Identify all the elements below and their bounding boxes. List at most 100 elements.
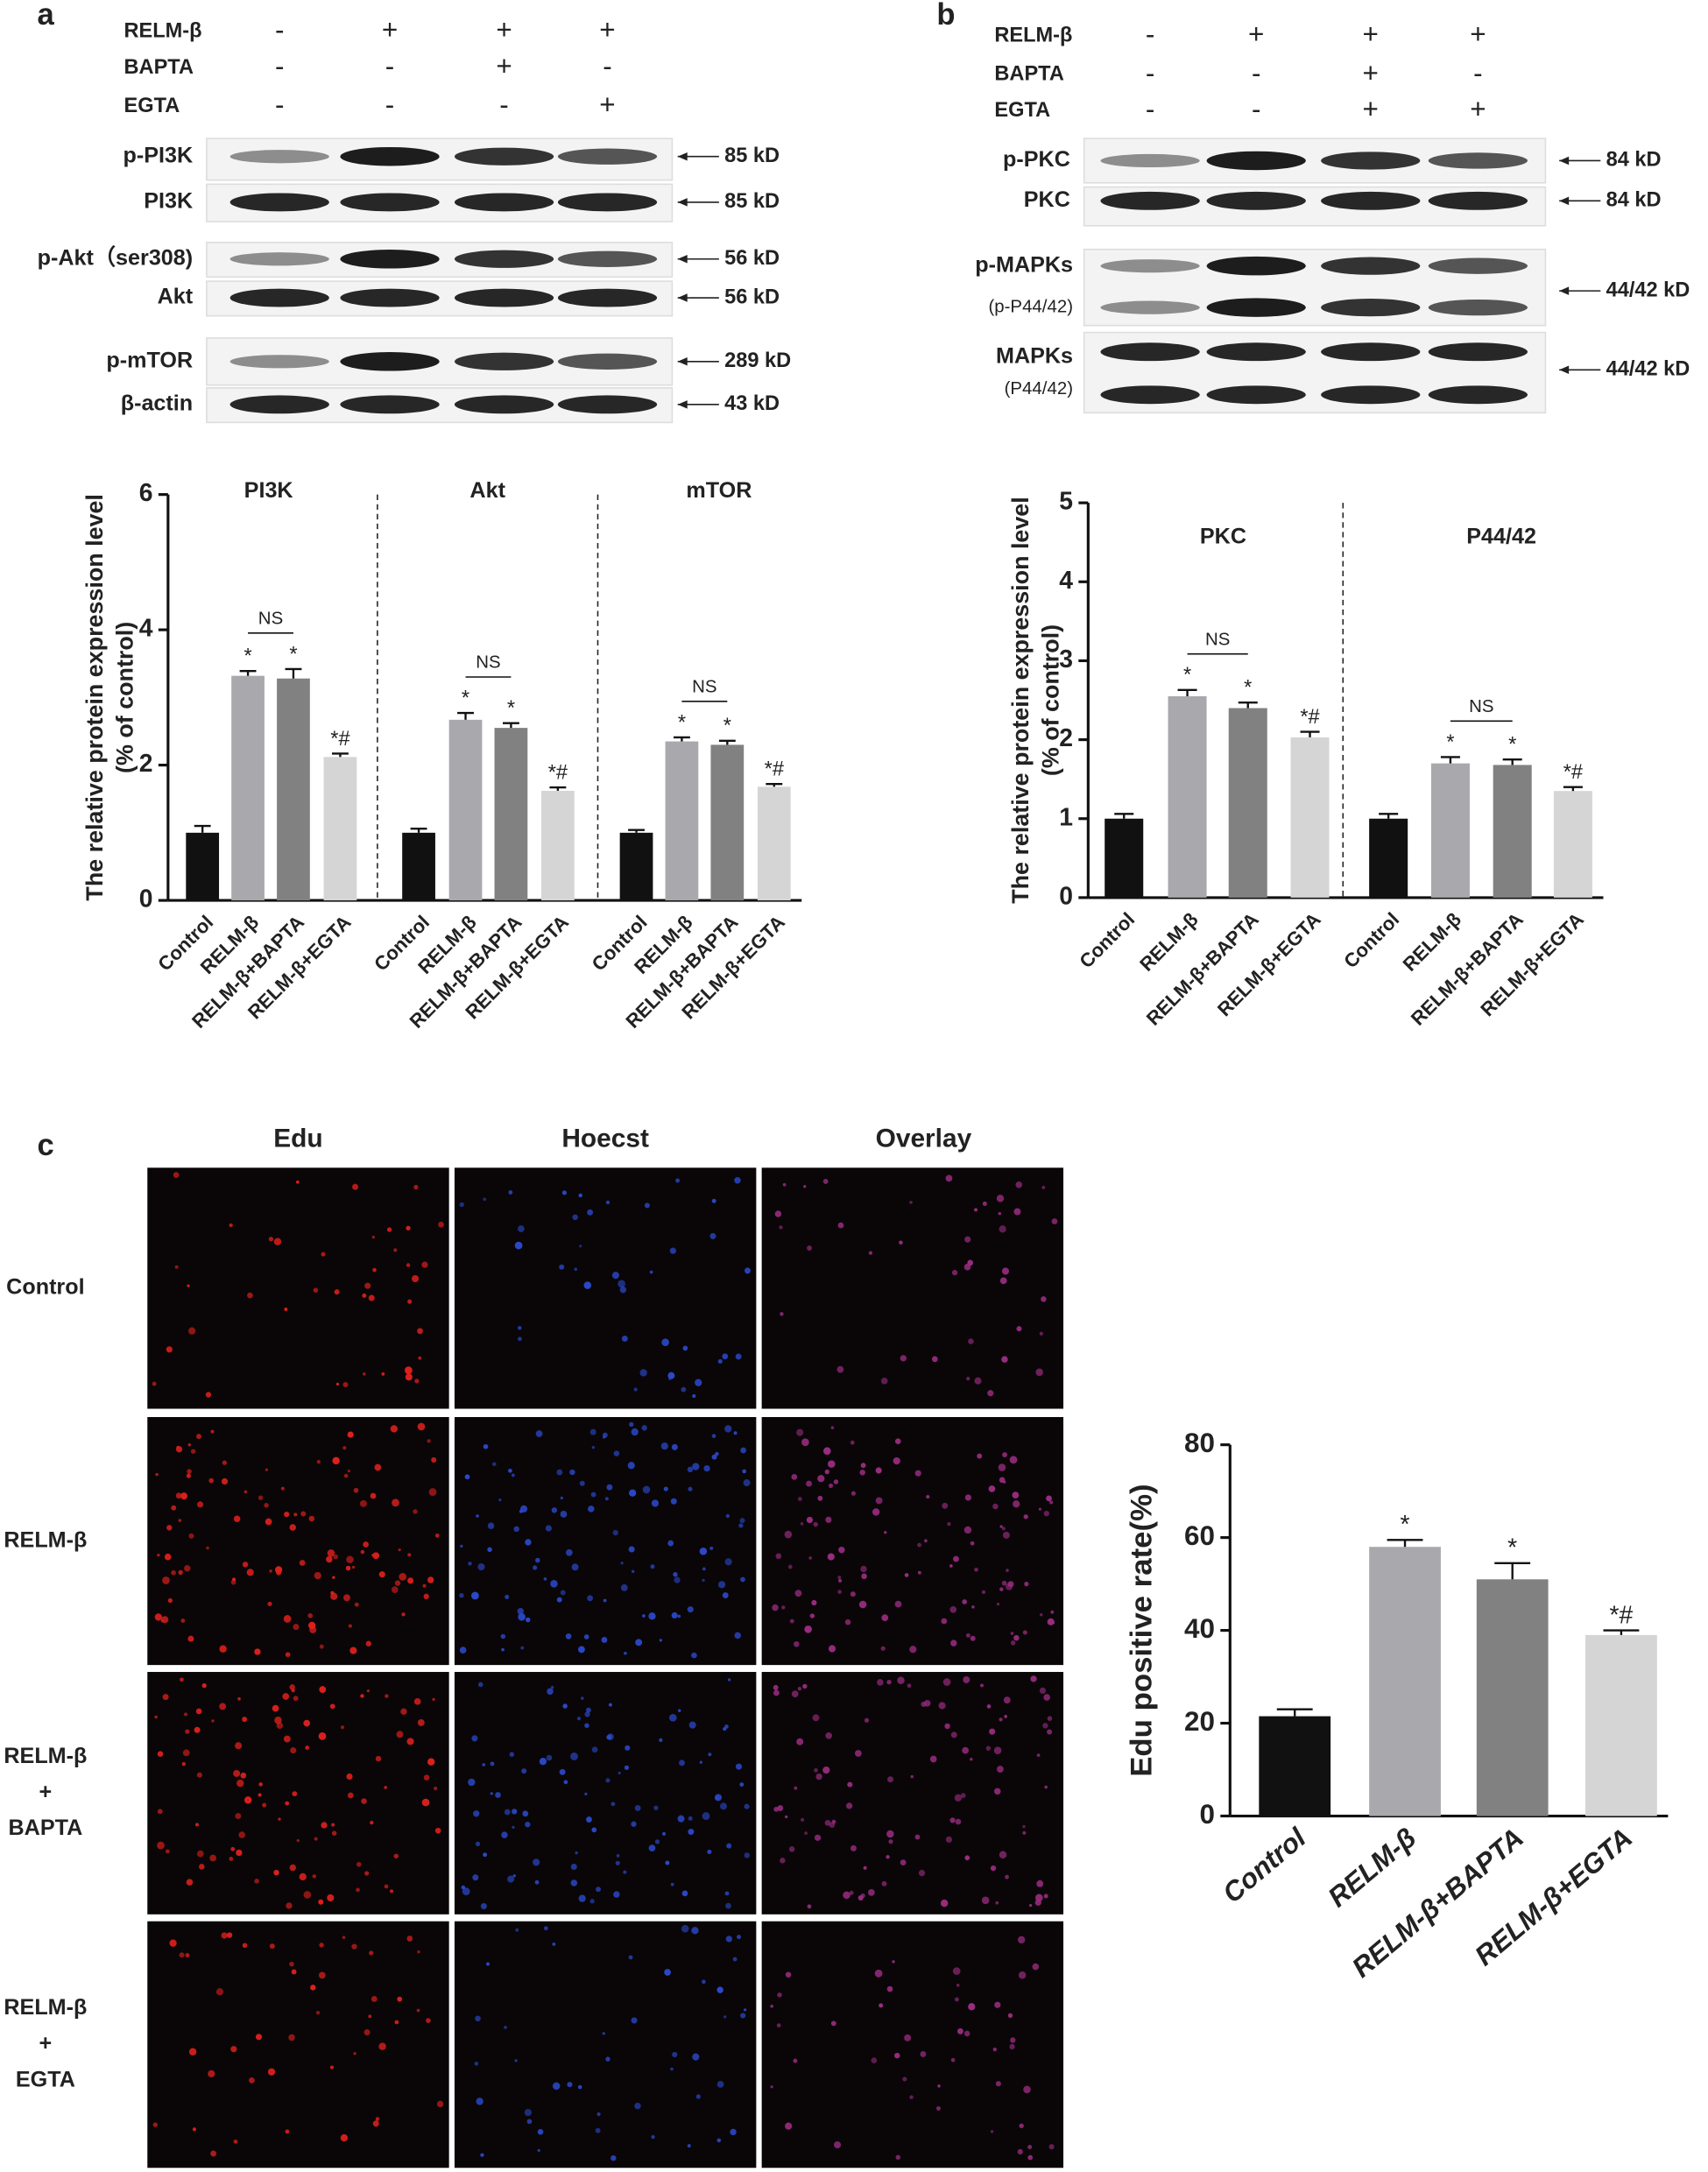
cell-nucleus [918,1869,926,1877]
cell-nucleus [1051,1218,1058,1224]
cell-nucleus [283,1735,291,1743]
blot-band [340,395,440,414]
cell-nucleus [180,1492,188,1500]
cell-nucleus [631,1821,637,1827]
cell-nucleus [699,1548,708,1555]
treatment-sign: + [599,14,615,46]
cell-nucleus [514,2059,518,2063]
arrow-head [677,255,688,264]
cell-nucleus [584,1792,588,1796]
row-label: + [39,1780,53,1804]
bar [323,757,357,901]
cell-nucleus [813,1521,818,1527]
y-tick-label: 0 [1059,882,1073,910]
cell-nucleus [262,1802,267,1808]
cell-nucleus [180,1677,184,1682]
cell-nucleus [1048,1619,1053,1624]
cell-nucleus [833,1479,839,1484]
cell-nucleus [988,1485,996,1492]
cell-nucleus [628,1546,635,1553]
cell-nucleus [663,1486,668,1491]
cell-nucleus [824,1469,829,1475]
ns-label: NS [258,608,283,628]
cell-nucleus [394,2020,399,2025]
cell-nucleus [667,1372,675,1379]
cell-nucleus [920,2051,927,2057]
cell-nucleus [999,1277,1007,1285]
cell-nucleus [999,1525,1003,1528]
cell-nucleus [990,2130,994,2133]
cell-nucleus [949,1605,957,1613]
cell-nucleus [471,1591,479,1600]
cell-nucleus [715,1795,720,1801]
cell-nucleus [944,1723,950,1730]
cell-nucleus [1027,2145,1033,2149]
cell-nucleus [895,2154,900,2160]
band-label: p-Akt（ser308) [38,244,193,270]
cell-nucleus [512,1825,515,1829]
blot-band [340,193,440,212]
cell-nucleus [574,1267,578,1271]
cell-nucleus [1039,1687,1047,1695]
cell-nucleus [880,1646,886,1651]
cell-nucleus [267,2068,276,2076]
cell-nucleus [329,2065,335,2070]
cell-nucleus [589,1899,595,1904]
cell-nucleus [699,1760,703,1764]
cell-nucleus [231,1577,236,1582]
cell-nucleus [953,1555,959,1562]
cell-nucleus [740,1447,746,1454]
cell-nucleus [837,1576,842,1579]
cell-nucleus [378,1571,385,1578]
cell-nucleus [157,1809,163,1815]
arrow-head [1559,365,1570,375]
cell-nucleus [900,1859,907,1866]
y-tick-label: 60 [1184,1520,1215,1551]
cell-nucleus [155,1472,159,1477]
cell-nucleus [642,1485,651,1494]
cell-nucleus [188,1533,194,1539]
cell-nucleus [167,1597,173,1604]
blot-band [1428,385,1528,405]
column-title: Overlay [876,1125,972,1153]
cell-nucleus [742,1469,746,1474]
cell-nucleus [174,1265,179,1269]
cell-nucleus [950,1640,957,1647]
cell-nucleus [518,1336,522,1342]
cell-nucleus [624,1765,630,1770]
cell-nucleus [743,2008,747,2012]
cell-nucleus [651,1499,660,1507]
cell-nucleus [723,2015,727,2019]
cell-nucleus [282,1693,290,1700]
cell-nucleus [175,1492,182,1499]
cell-nucleus [807,1904,812,1909]
cell-nucleus [211,1719,215,1723]
treatment-sign: + [599,88,615,120]
cell-nucleus [560,1590,566,1596]
cell-nucleus [384,1786,387,1789]
significance-mark: * [507,697,515,720]
y-axis-label: (% of control) [1038,624,1064,776]
blot-band [1206,191,1306,210]
cell-nucleus [613,1891,620,1898]
cell-nucleus [267,1601,272,1606]
cell-nucleus [313,1287,319,1293]
cell-nucleus [180,1618,186,1623]
band-label: p-PKC [1003,147,1070,172]
cell-nucleus [293,1513,298,1517]
cell-nucleus [929,1755,937,1763]
cell-nucleus [474,2061,479,2066]
bar [1476,1579,1549,1816]
cell-nucleus [567,2082,573,2088]
cell-nucleus [398,1548,401,1552]
cell-nucleus [285,1801,290,1806]
cell-nucleus [670,1882,674,1886]
cell-nucleus [1027,2154,1034,2161]
y-tick-label: 5 [1059,488,1073,516]
cell-nucleus [381,1372,385,1376]
cell-nucleus [477,1682,483,1688]
cell-nucleus [417,1718,425,1726]
cell-nucleus [1022,1630,1027,1635]
cell-nucleus [199,1864,205,1870]
